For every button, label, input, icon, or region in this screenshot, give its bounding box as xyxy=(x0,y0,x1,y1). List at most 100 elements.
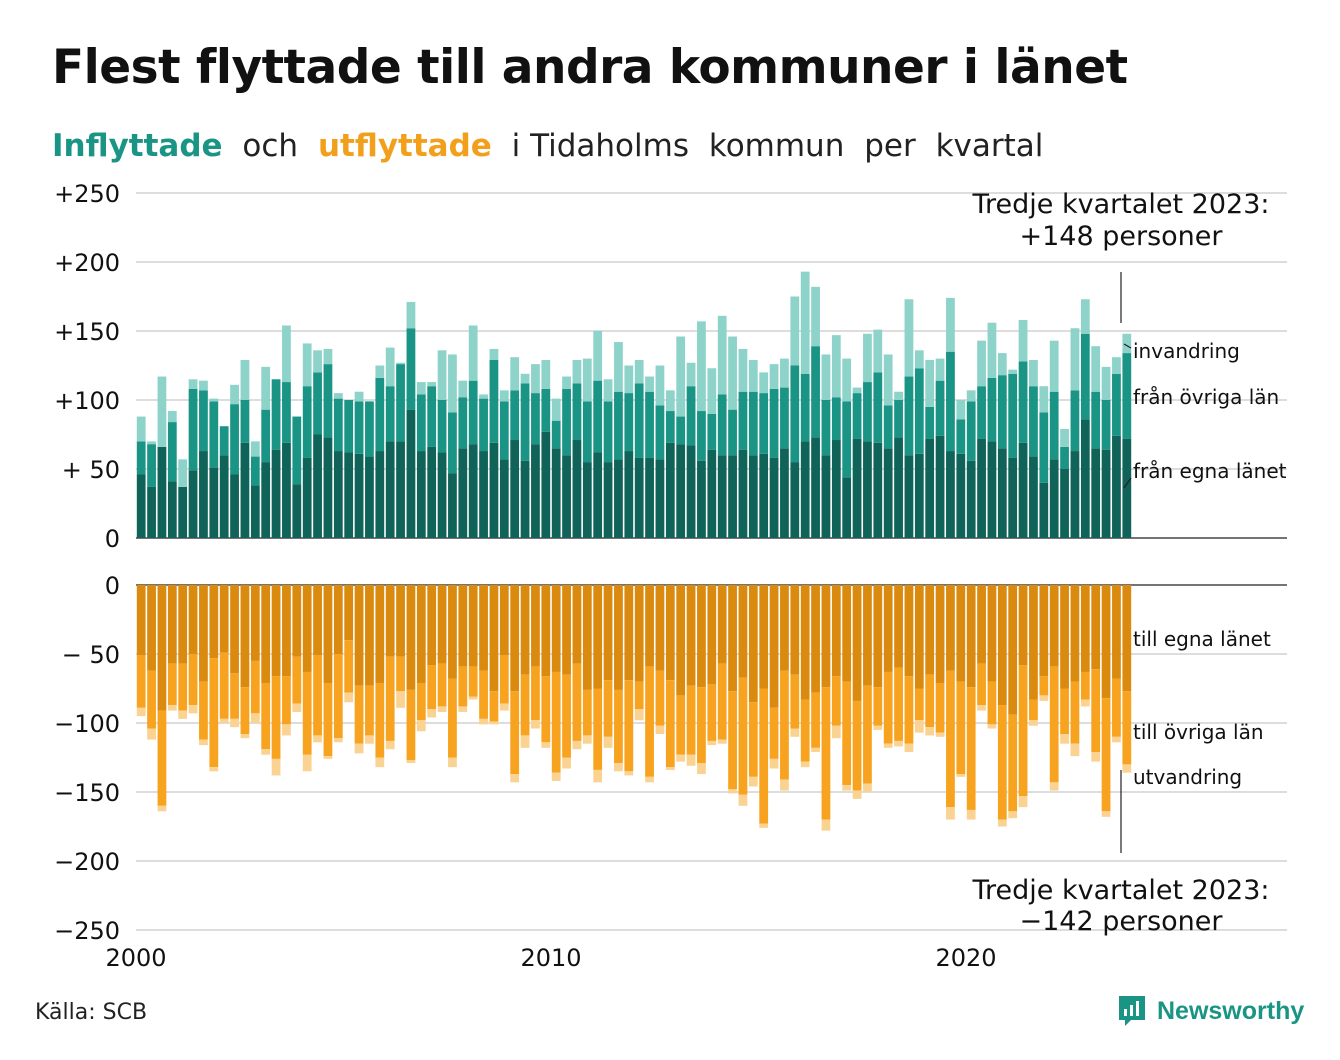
bar-in-segment xyxy=(1112,435,1121,538)
bar-out-segment xyxy=(686,685,696,755)
bar-out-segment xyxy=(302,671,312,755)
bar-out-segment xyxy=(562,674,571,758)
bar-in-segment xyxy=(624,393,634,452)
y-tick-label-top: +100 xyxy=(54,387,120,415)
bar-out-segment xyxy=(717,663,727,740)
bar-out-segment xyxy=(831,676,841,726)
bar-out-segment xyxy=(136,707,146,717)
bar-out-segment xyxy=(250,660,260,714)
callout-top-line2: +148 personer xyxy=(1019,221,1223,252)
bar-out-segment xyxy=(479,585,488,671)
bar-in-segment xyxy=(883,405,893,449)
bar-in-segment xyxy=(240,400,250,443)
bar-out-segment xyxy=(541,676,551,743)
bar-in-segment xyxy=(219,455,229,538)
bar-in-segment xyxy=(489,359,499,443)
bar-in-segment xyxy=(894,400,903,438)
bar-in-segment xyxy=(562,388,571,456)
bar-out-segment xyxy=(1039,585,1049,677)
bar-out-segment xyxy=(966,687,976,810)
bar-out-segment xyxy=(697,763,706,775)
bar-in-segment xyxy=(956,400,966,420)
bar-out-segment xyxy=(624,585,634,681)
bar-in-segment xyxy=(717,455,727,538)
bar-in-segment xyxy=(551,398,561,421)
bar-in-segment xyxy=(977,438,986,538)
bar-out-segment xyxy=(1091,585,1101,670)
bar-in-segment xyxy=(1060,428,1069,447)
bar-out-segment xyxy=(800,761,810,768)
bar-in-segment xyxy=(665,411,675,443)
bar-in-segment xyxy=(987,377,997,442)
bar-out-segment xyxy=(1091,669,1101,752)
bar-out-segment xyxy=(1101,811,1111,817)
bar-in-segment xyxy=(448,354,457,413)
bar-in-segment xyxy=(1112,373,1121,436)
bar-out-segment xyxy=(167,663,177,706)
bar-out-segment xyxy=(572,663,582,741)
bar-out-segment xyxy=(748,776,758,787)
bar-out-segment xyxy=(863,685,872,784)
bar-out-segment xyxy=(1029,720,1038,726)
bar-out-segment xyxy=(1049,782,1059,791)
bar-in-segment xyxy=(852,387,862,394)
bar-in-segment xyxy=(1029,386,1038,457)
bar-in-segment xyxy=(582,462,592,538)
bar-out-segment xyxy=(178,663,188,711)
bar-in-segment xyxy=(987,322,997,378)
axis-labels: +250 +200 +150 +100 + 50 0 0 − 50 −100 −150 −200 −2… xyxy=(54,180,996,972)
y-tick-label-top: +250 xyxy=(54,180,120,208)
brand-logo[interactable]: Newsworthy xyxy=(1117,994,1304,1028)
callout-top-line1: Tredje kvartalet 2023: xyxy=(972,189,1270,220)
bar-out-segment xyxy=(1060,688,1069,735)
bar-out-segment xyxy=(250,585,260,661)
bar-in-segment xyxy=(147,444,156,487)
bar-out-segment xyxy=(199,681,208,740)
bar-in-segment xyxy=(1112,357,1121,374)
bar-out-segment xyxy=(147,728,156,740)
bar-in-segment xyxy=(759,372,769,394)
bar-out-segment xyxy=(416,682,426,721)
bar-out-segment xyxy=(468,696,478,700)
bar-in-segment xyxy=(1101,366,1111,400)
bar-in-segment xyxy=(1008,457,1018,538)
bar-in-segment xyxy=(333,393,343,399)
bar-in-segment xyxy=(707,413,717,450)
bar-out-segment xyxy=(489,585,499,692)
bar-in-segment xyxy=(489,348,499,360)
x-tick-label: 2000 xyxy=(105,944,166,972)
bar-in-segment xyxy=(1080,419,1090,538)
bar-in-segment xyxy=(925,406,935,439)
bar-out-segment xyxy=(572,585,582,664)
bar-out-segment xyxy=(624,771,634,776)
bar-in-segment xyxy=(458,448,468,538)
subtitle-och: och xyxy=(242,128,299,164)
bar-out-segment xyxy=(894,740,903,747)
bar-in-segment xyxy=(697,321,706,412)
bar-in-segment xyxy=(914,453,924,538)
bar-in-segment xyxy=(655,405,665,460)
bar-out-segment xyxy=(593,769,603,783)
bar-out-segment xyxy=(562,757,571,769)
bar-in-segment xyxy=(468,444,478,538)
bar-in-segment xyxy=(863,333,872,383)
bar-out-segment xyxy=(925,674,935,728)
label-till-egna-lanet: till egna länet xyxy=(1133,627,1271,651)
bar-in-segment xyxy=(416,394,426,452)
bar-out-segment xyxy=(261,682,271,750)
bar-out-segment xyxy=(344,585,354,641)
bar-out-segment xyxy=(800,585,810,700)
bar-in-segment xyxy=(458,380,468,398)
bar-out-segment xyxy=(686,585,696,686)
bar-out-segment xyxy=(520,735,530,748)
bar-in-segment xyxy=(780,448,789,538)
bar-out-segment xyxy=(448,678,457,758)
bar-in-segment xyxy=(375,365,385,378)
y-tick-label-top: +200 xyxy=(54,249,120,277)
bar-out-segment xyxy=(863,783,872,792)
bar-in-segment xyxy=(935,380,945,436)
bar-out-segment xyxy=(935,732,945,737)
bar-in-segment xyxy=(925,359,935,407)
y-tick-label-bottom: 0 xyxy=(105,572,120,600)
bar-out-segment xyxy=(199,585,208,682)
